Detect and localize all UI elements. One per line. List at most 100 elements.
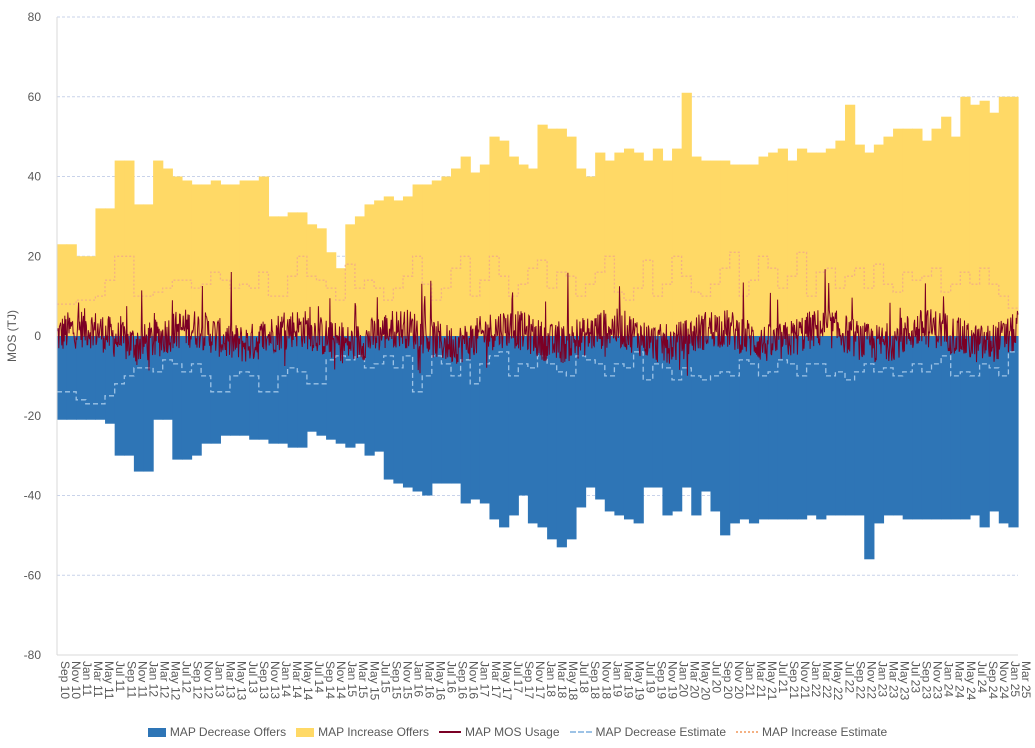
increase-offers-bar — [806, 152, 817, 336]
decrease-offers-bar — [883, 336, 894, 516]
decrease-offers-bar — [201, 336, 212, 444]
legend-label: MAP Decrease Estimate — [595, 725, 727, 739]
x-tick-label: Mar 20 — [688, 661, 702, 699]
increase-offers-bar — [422, 184, 433, 336]
y-tick-label: -20 — [24, 409, 42, 423]
decrease-offers-bar — [143, 336, 154, 472]
y-tick-label: 20 — [28, 249, 42, 263]
increase-offers-bar — [470, 172, 481, 336]
decrease-offers-bar — [479, 336, 491, 504]
x-tick-label: Jul 13 — [246, 661, 260, 693]
decrease-offers-bar — [652, 336, 664, 488]
increase-offers-bar — [902, 128, 913, 336]
x-tick-label: May 18 — [566, 661, 580, 701]
legend-label: MAP Decrease Offers — [169, 725, 287, 739]
increase-offers-bar — [393, 200, 404, 336]
increase-offers-bar — [720, 160, 731, 336]
x-tick-label: Nov 17 — [533, 661, 547, 699]
x-tick-label: Jan 16 — [412, 661, 426, 697]
x-tick-label: Nov 15 — [400, 661, 414, 699]
x-tick-label: Nov 11 — [135, 661, 149, 698]
decrease-offers-bar — [383, 336, 394, 480]
decrease-offers-bar — [854, 336, 865, 516]
decrease-offers-bar — [604, 336, 615, 512]
decrease-offers-bar — [614, 336, 625, 516]
decrease-offers-bar — [777, 336, 788, 520]
decrease-offers-bar — [172, 336, 183, 460]
decrease-offers-bar — [748, 336, 760, 524]
increase-offers-bar — [124, 160, 135, 336]
x-tick-label: Mar 12 — [157, 661, 171, 699]
decrease-offers-bar — [921, 336, 933, 520]
x-tick-label: Sep 15 — [389, 661, 403, 699]
decrease-offers-bar — [287, 336, 298, 448]
x-tick-label: Mar 23 — [886, 661, 900, 699]
x-tick-label: Sep 16 — [456, 661, 470, 699]
increase-offers-bar — [691, 156, 702, 336]
increase-offers-bar — [229, 184, 241, 336]
decrease-offers-bar — [691, 336, 702, 516]
increase-offers-bar — [537, 124, 548, 336]
x-tick-label: Mar 24 — [953, 661, 967, 699]
decrease-offers-bar — [700, 336, 712, 492]
increase-offers-bar — [883, 136, 894, 336]
increase-offers-bar — [960, 96, 971, 336]
y-tick-label: 80 — [28, 10, 42, 24]
increase-offers-bar — [662, 160, 673, 336]
decrease-offers-bar — [402, 336, 414, 488]
increase-offers-bar — [796, 148, 808, 336]
mos-usage-line — [56, 269, 1019, 376]
increase-offers-bar — [220, 184, 231, 336]
increase-offers-bar — [729, 164, 740, 336]
x-tick-label: Sep 18 — [588, 661, 602, 699]
x-tick-label: Jan 23 — [875, 661, 889, 697]
x-tick-label: Nov 16 — [467, 661, 481, 699]
x-tick-label: Jul 22 — [842, 661, 856, 693]
x-tick-label: Sep 24 — [986, 661, 1000, 699]
x-tick-label: Jan 19 — [610, 661, 624, 697]
decrease-offers-bar — [1008, 336, 1019, 528]
decrease-offers-bar — [66, 336, 77, 420]
legend-item-decrease-estimate: MAP Decrease Estimate — [569, 725, 727, 739]
decrease-offers-bar — [229, 336, 241, 436]
decrease-offers-bar — [960, 336, 971, 520]
increase-offers-bar — [787, 160, 798, 336]
decrease-offers-bar — [998, 336, 1009, 524]
increase-offers-bar — [614, 152, 625, 336]
x-tick-label: Sep 14 — [323, 661, 337, 699]
y-axis-label: MOS (TJ) — [5, 310, 19, 362]
increase-offers-bar — [297, 212, 308, 336]
decrease-offers-bar — [335, 336, 346, 444]
x-tick-label: May 23 — [898, 661, 912, 701]
x-tick-label: May 19 — [632, 661, 646, 701]
x-tick-label: Jul 24 — [975, 661, 989, 693]
decrease-offers-bar — [585, 336, 596, 488]
decrease-offers-bar — [912, 336, 923, 520]
x-tick-label: Jan 25 — [1008, 661, 1022, 697]
legend-swatch-decrease-estimate — [569, 731, 592, 733]
legend-item-increase-estimate: MAP Increase Estimate — [736, 725, 887, 739]
increase-offers-bar — [758, 156, 769, 336]
increase-offers-bar — [268, 216, 279, 336]
increase-offers-bar — [979, 100, 990, 336]
x-tick-label: Jan 21 — [743, 661, 757, 697]
x-tick-label: Mar 25 — [1019, 661, 1033, 699]
axes — [56, 17, 1018, 656]
increase-offers-bar — [575, 168, 587, 336]
y-tick-labels: -80 -60 -40 -20 0 20 40 60 80 — [24, 10, 42, 662]
decrease-offers-bar — [537, 336, 548, 528]
increase-offers-bar — [441, 176, 452, 336]
increase-offers-bar — [816, 152, 827, 336]
x-tick-label: Mar 11 — [91, 661, 105, 698]
increase-offers-bar — [162, 168, 173, 336]
increase-offers-bar — [374, 200, 385, 336]
increase-offers-bar — [287, 212, 298, 336]
increase-offers-bar — [412, 184, 423, 336]
increase-offers-bar — [133, 204, 145, 336]
increase-offers-bar — [278, 216, 289, 336]
increase-offers-bar — [604, 160, 615, 336]
y-tick-label: 0 — [34, 329, 41, 343]
increase-offers-bar — [508, 156, 519, 336]
x-tick-label: May 20 — [699, 661, 713, 701]
